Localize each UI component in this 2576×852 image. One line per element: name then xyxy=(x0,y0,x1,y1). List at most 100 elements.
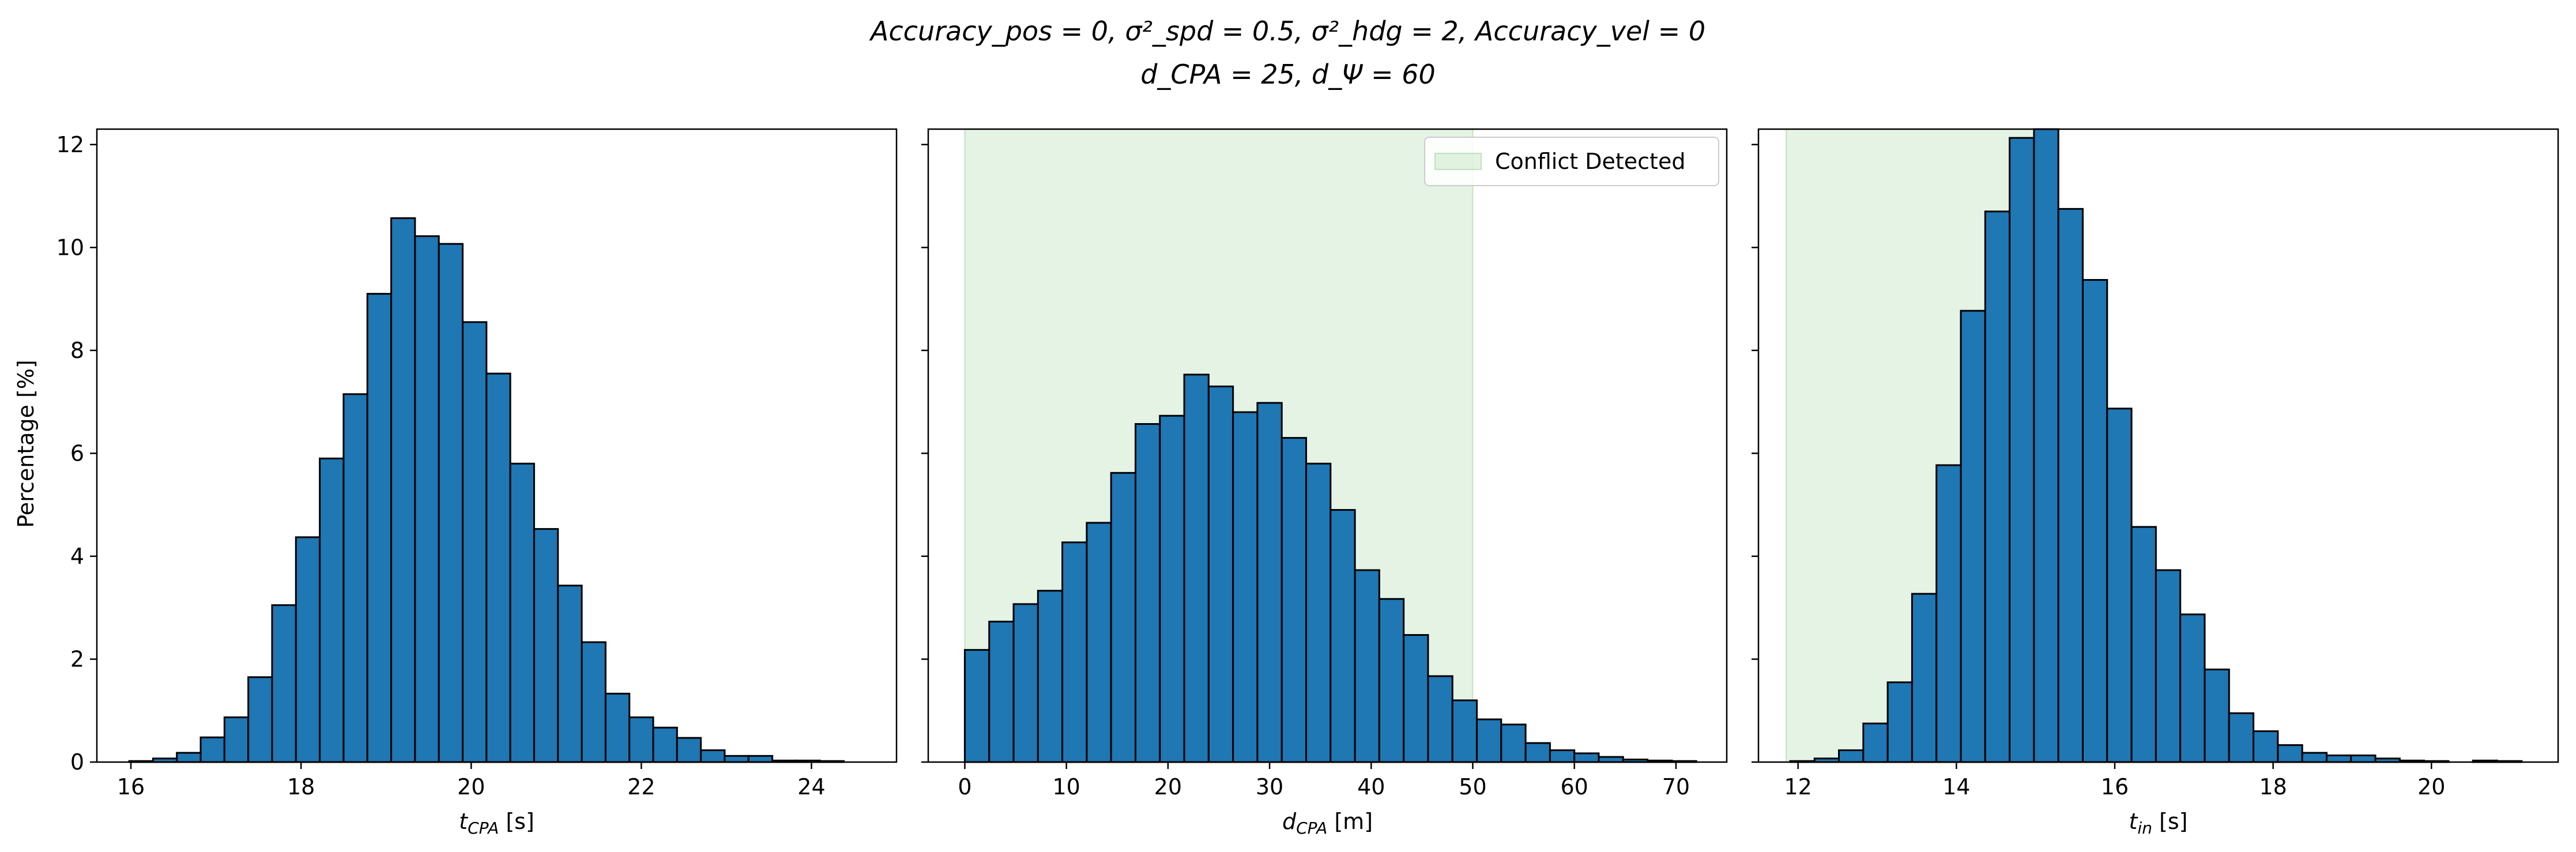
histogram-bar xyxy=(1354,569,1380,763)
histogram-bar xyxy=(1476,718,1502,763)
y-tick-label: 12 xyxy=(57,132,84,157)
y-tick-label: 4 xyxy=(70,544,84,569)
legend-label: Conflict Detected xyxy=(1495,149,1685,174)
y-tick-label: 10 xyxy=(57,235,84,260)
y-tick-label: 2 xyxy=(70,646,84,672)
histogram-bar xyxy=(414,235,440,763)
x-tick-label: 16 xyxy=(117,774,145,800)
histogram-bar xyxy=(2325,754,2352,763)
histogram-bar xyxy=(2009,137,2035,763)
y-axis-label: Percentage [%] xyxy=(13,360,39,528)
legend-swatch xyxy=(1434,153,1482,170)
x-tick-label: 20 xyxy=(2417,774,2445,800)
histogram-bar xyxy=(271,604,297,763)
histogram-bar xyxy=(199,736,225,763)
histogram-bar xyxy=(1500,723,1527,763)
histogram-bar xyxy=(1159,414,1185,763)
histogram-bar xyxy=(342,393,368,763)
histogram-bar xyxy=(2179,613,2206,763)
x-tick-label: 14 xyxy=(1942,774,1970,800)
histogram-bar xyxy=(1573,752,1600,763)
histogram-bar xyxy=(2057,208,2084,763)
figure-title-line-2: d_CPA = 25, d_Ψ = 60 xyxy=(1140,59,1436,90)
histogram-bar xyxy=(247,676,273,763)
histogram-bar xyxy=(1110,472,1136,763)
axes-frame xyxy=(927,128,1728,763)
y-tick-label: 8 xyxy=(70,338,84,363)
histogram-bar xyxy=(2130,526,2157,763)
histogram-bar xyxy=(652,726,678,763)
x-tick-label: 12 xyxy=(1784,774,1812,800)
histogram-bar xyxy=(2277,744,2303,763)
histogram-bar xyxy=(747,755,774,763)
figure-title-line-1: Accuracy_pos = 0, σ²_spd = 0.5, σ²_hdg =… xyxy=(869,16,1705,47)
histogram-bar xyxy=(2155,569,2182,763)
histogram-bar xyxy=(1134,423,1161,763)
histogram-bar xyxy=(2350,754,2377,763)
histogram-bar xyxy=(1984,210,2011,763)
histogram-bar xyxy=(1549,749,1576,763)
histogram-bar xyxy=(1524,742,1551,763)
histogram-bar xyxy=(557,585,583,763)
histogram-bar xyxy=(581,641,607,763)
histogram-bar xyxy=(1330,509,1356,763)
histogram-bar xyxy=(366,293,393,763)
histogram-bar xyxy=(1598,756,1624,763)
histogram-bar xyxy=(509,462,535,763)
histogram-bar xyxy=(319,457,345,763)
histogram-bar xyxy=(1061,541,1088,763)
histogram-bar xyxy=(676,737,702,763)
histogram-bar xyxy=(988,620,1015,763)
histogram-bar xyxy=(295,536,321,763)
x-tick-label: 20 xyxy=(1154,774,1182,800)
y-tick-label: 0 xyxy=(70,749,84,775)
histogram-bar xyxy=(533,528,559,763)
histogram-bar xyxy=(2301,752,2328,763)
histogram-bar xyxy=(1960,310,1986,763)
histogram-bar xyxy=(1012,603,1039,763)
x-tick-label: 18 xyxy=(287,774,315,800)
histogram-bar xyxy=(1086,522,1112,763)
histogram-bar xyxy=(1378,598,1405,763)
histogram-bar xyxy=(700,749,726,763)
panel-d-cpa: 0 10 20 30 40 50 60 70 dCPA [m] Conflict Detected xyxy=(921,128,1728,838)
histogram-bar xyxy=(1451,699,1478,763)
legend: Conflict Detected xyxy=(1424,137,1719,186)
histogram-bar xyxy=(1911,593,1938,763)
histogram-bar xyxy=(1207,385,1234,763)
y-tick-label: 6 xyxy=(70,440,84,466)
histogram-bar xyxy=(390,217,416,763)
x-axis-label: tCPA [s] xyxy=(459,809,534,838)
legend-box xyxy=(1424,137,1719,186)
x-tick-label: 40 xyxy=(1357,774,1385,800)
histogram-bar xyxy=(1427,675,1453,763)
histogram-bar xyxy=(1183,374,1210,763)
x-tick-label: 30 xyxy=(1256,774,1283,800)
histogram-bar xyxy=(1838,749,1865,763)
panel-t-in: 12 14 16 18 20 tin [s] xyxy=(1752,128,2559,838)
x-tick-label: 0 xyxy=(958,774,971,800)
histogram-bar xyxy=(604,692,631,763)
histogram-bar xyxy=(2204,668,2230,763)
histogram-bar xyxy=(724,755,750,763)
axes-frame xyxy=(1757,128,2559,763)
histogram-bar xyxy=(223,716,250,763)
histogram-bar xyxy=(1037,590,1064,763)
x-tick-label: 18 xyxy=(2259,774,2287,800)
histogram-bar xyxy=(2253,730,2279,763)
x-axis-label: dCPA [m] xyxy=(1282,809,1373,838)
x-tick-label: 10 xyxy=(1052,774,1080,800)
x-tick-label: 60 xyxy=(1561,774,1588,800)
x-tick-label: 24 xyxy=(797,774,825,800)
histogram-bar xyxy=(1403,634,1429,763)
x-axis-label: tin [s] xyxy=(2129,809,2188,838)
histogram-bar xyxy=(1862,722,1889,763)
x-tick-label: 20 xyxy=(457,774,485,800)
x-tick-label: 22 xyxy=(627,774,655,800)
histogram-bar xyxy=(1232,411,1259,763)
histogram-bar xyxy=(628,716,654,763)
histogram-bar xyxy=(1305,462,1332,763)
histogram-bar xyxy=(1256,402,1283,763)
